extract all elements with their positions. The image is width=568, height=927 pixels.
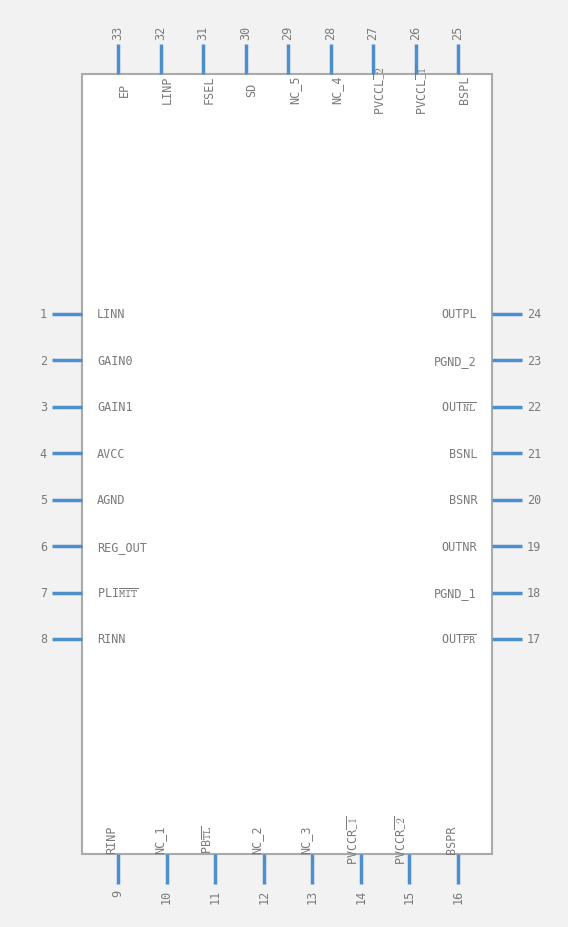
Text: PGND_2: PGND_2 bbox=[435, 354, 477, 367]
Text: GAIN1: GAIN1 bbox=[97, 400, 132, 414]
Text: 14: 14 bbox=[354, 889, 367, 903]
Text: 11: 11 bbox=[208, 889, 222, 903]
Text: LINN: LINN bbox=[97, 308, 126, 321]
Text: 2: 2 bbox=[40, 354, 47, 367]
Text: OUT$\overline{\mathtt{NL}}$: OUT$\overline{\mathtt{NL}}$ bbox=[441, 400, 477, 414]
Text: AGND: AGND bbox=[97, 494, 126, 507]
Text: 12: 12 bbox=[257, 889, 270, 903]
Text: 33: 33 bbox=[111, 26, 124, 40]
Text: NC_3: NC_3 bbox=[299, 825, 312, 854]
Text: OUTNR: OUTNR bbox=[441, 540, 477, 553]
Text: 27: 27 bbox=[366, 26, 379, 40]
Text: NC_1: NC_1 bbox=[153, 825, 166, 854]
Text: OUTPL: OUTPL bbox=[441, 308, 477, 321]
Text: 32: 32 bbox=[154, 26, 167, 40]
Text: EP: EP bbox=[118, 83, 131, 97]
Text: 6: 6 bbox=[40, 540, 47, 553]
Text: 7: 7 bbox=[40, 587, 47, 600]
Text: PLI$\overline{\mathtt{MIT}}$: PLI$\overline{\mathtt{MIT}}$ bbox=[97, 586, 139, 600]
Text: 20: 20 bbox=[527, 494, 541, 507]
Text: BSNL: BSNL bbox=[449, 448, 477, 461]
Text: 4: 4 bbox=[40, 448, 47, 461]
Text: BSPL: BSPL bbox=[458, 76, 471, 104]
Text: 18: 18 bbox=[527, 587, 541, 600]
Text: BSPR: BSPR bbox=[445, 825, 458, 854]
Text: NC_4: NC_4 bbox=[331, 76, 344, 104]
Text: 16: 16 bbox=[452, 889, 465, 903]
Text: 17: 17 bbox=[527, 633, 541, 646]
Text: 5: 5 bbox=[40, 494, 47, 507]
Text: PVCCR$\overline{\mathtt{\_1}}$: PVCCR$\overline{\mathtt{\_1}}$ bbox=[345, 815, 361, 864]
Text: 23: 23 bbox=[527, 354, 541, 367]
Text: 10: 10 bbox=[160, 889, 173, 903]
Text: 1: 1 bbox=[40, 308, 47, 321]
Text: RINP: RINP bbox=[105, 825, 118, 854]
Text: 28: 28 bbox=[324, 26, 337, 40]
Text: 25: 25 bbox=[452, 26, 465, 40]
Text: 29: 29 bbox=[282, 26, 294, 40]
Text: 26: 26 bbox=[409, 26, 422, 40]
Text: REG_OUT: REG_OUT bbox=[97, 540, 147, 553]
Text: SD: SD bbox=[245, 83, 258, 97]
Text: 13: 13 bbox=[306, 889, 319, 903]
Text: NC_5: NC_5 bbox=[288, 76, 301, 104]
Text: PGND_1: PGND_1 bbox=[435, 587, 477, 600]
Text: 30: 30 bbox=[239, 26, 252, 40]
Text: AVCC: AVCC bbox=[97, 448, 126, 461]
Text: 31: 31 bbox=[197, 26, 210, 40]
Text: LINP: LINP bbox=[161, 76, 173, 104]
Text: PB$\overline{\mathtt{TL}}$: PB$\overline{\mathtt{TL}}$ bbox=[201, 825, 215, 854]
Text: 21: 21 bbox=[527, 448, 541, 461]
Text: NC_2: NC_2 bbox=[250, 825, 264, 854]
Text: FSEL: FSEL bbox=[203, 76, 216, 104]
Text: 24: 24 bbox=[527, 308, 541, 321]
Text: 19: 19 bbox=[527, 540, 541, 553]
Text: PVCCL$\overline{\mathtt{\_1}}$: PVCCL$\overline{\mathtt{\_1}}$ bbox=[416, 65, 431, 115]
Bar bbox=[82, 75, 492, 854]
Text: RINN: RINN bbox=[97, 633, 126, 646]
Text: PVCCR$\overline{\mathtt{\_2}}$: PVCCR$\overline{\mathtt{\_2}}$ bbox=[394, 815, 410, 864]
Text: 15: 15 bbox=[403, 889, 416, 903]
Text: PVCCL$\overline{\mathtt{\_2}}$: PVCCL$\overline{\mathtt{\_2}}$ bbox=[373, 65, 389, 115]
Text: GAIN0: GAIN0 bbox=[97, 354, 132, 367]
Text: 9: 9 bbox=[111, 889, 124, 896]
Text: OUT$\overline{\mathtt{PR}}$: OUT$\overline{\mathtt{PR}}$ bbox=[441, 632, 477, 646]
Text: 3: 3 bbox=[40, 400, 47, 414]
Text: 8: 8 bbox=[40, 633, 47, 646]
Text: BSNR: BSNR bbox=[449, 494, 477, 507]
Text: 22: 22 bbox=[527, 400, 541, 414]
